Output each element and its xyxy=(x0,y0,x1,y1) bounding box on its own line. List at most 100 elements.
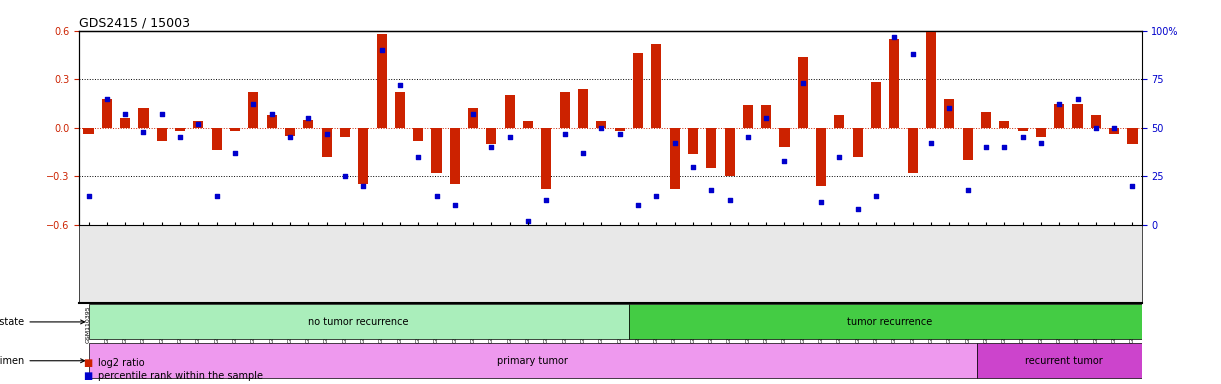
Point xyxy=(1050,101,1070,108)
Point xyxy=(98,96,117,102)
Bar xyxy=(742,105,753,128)
Point xyxy=(591,125,610,131)
Bar xyxy=(944,99,955,128)
Point xyxy=(134,129,154,135)
Point xyxy=(1067,96,1087,102)
Point xyxy=(940,105,960,111)
Text: log2 ratio: log2 ratio xyxy=(98,358,144,368)
Bar xyxy=(83,128,94,134)
Point xyxy=(243,101,264,108)
Bar xyxy=(999,121,1010,128)
Bar xyxy=(977,343,1151,378)
Bar xyxy=(761,105,772,128)
Bar xyxy=(101,99,112,128)
Bar xyxy=(1035,128,1046,137)
Point xyxy=(151,111,171,117)
Bar xyxy=(669,128,680,189)
Bar xyxy=(321,128,332,157)
Point xyxy=(280,134,300,141)
Text: GDS2415 / 15003: GDS2415 / 15003 xyxy=(79,17,190,30)
Bar xyxy=(230,128,241,131)
Bar xyxy=(211,128,222,151)
Bar xyxy=(175,128,186,131)
Point xyxy=(830,154,850,160)
Bar xyxy=(651,44,662,128)
Bar xyxy=(504,96,515,128)
Text: no tumor recurrence: no tumor recurrence xyxy=(309,317,409,327)
Point xyxy=(610,131,630,137)
Point xyxy=(664,140,684,146)
Bar xyxy=(394,92,405,128)
Point xyxy=(957,187,977,193)
Point xyxy=(389,82,409,88)
Bar xyxy=(358,128,369,184)
Point xyxy=(408,154,429,160)
Point xyxy=(427,193,447,199)
Point xyxy=(554,131,575,137)
Point xyxy=(206,193,227,199)
Bar xyxy=(852,128,863,157)
Bar xyxy=(266,115,277,128)
Text: tumor recurrence: tumor recurrence xyxy=(847,317,933,327)
Point xyxy=(371,47,391,53)
Point xyxy=(536,197,556,203)
Text: primary tumor: primary tumor xyxy=(497,356,568,366)
Bar xyxy=(1090,115,1101,128)
Bar xyxy=(303,120,314,128)
Point xyxy=(115,111,136,117)
Point xyxy=(78,193,99,199)
Point xyxy=(316,131,336,137)
Bar xyxy=(339,128,350,137)
Bar xyxy=(889,39,900,128)
Point xyxy=(884,33,904,40)
Bar xyxy=(156,128,167,141)
Bar xyxy=(596,121,607,128)
Point xyxy=(263,111,282,117)
Bar xyxy=(614,128,625,131)
Bar xyxy=(468,108,479,128)
Bar xyxy=(629,305,1151,339)
Point xyxy=(171,134,190,141)
Point xyxy=(904,51,923,57)
Bar xyxy=(797,56,808,128)
Bar xyxy=(1054,104,1065,128)
Bar xyxy=(138,108,149,128)
Point xyxy=(866,193,885,199)
Point xyxy=(737,134,757,141)
Point xyxy=(994,144,1013,150)
Bar xyxy=(834,115,845,128)
Point xyxy=(354,183,374,189)
Bar xyxy=(120,118,131,128)
Text: specimen: specimen xyxy=(0,356,84,366)
Point xyxy=(757,115,777,121)
Point xyxy=(444,202,464,209)
Point xyxy=(684,164,703,170)
Bar xyxy=(926,31,937,128)
Point xyxy=(774,158,794,164)
Bar xyxy=(871,83,882,128)
Point xyxy=(1104,125,1123,131)
Point xyxy=(628,202,647,209)
Point xyxy=(501,134,520,141)
Bar xyxy=(1127,128,1138,144)
Bar xyxy=(632,53,643,128)
Point xyxy=(719,197,739,203)
Point xyxy=(811,199,830,205)
Point xyxy=(225,150,244,156)
Point xyxy=(518,218,537,224)
Bar xyxy=(89,343,977,378)
Point xyxy=(921,140,940,146)
Point xyxy=(298,115,317,121)
Bar xyxy=(962,128,973,160)
Point xyxy=(574,150,593,156)
Bar xyxy=(706,128,717,168)
Text: percentile rank within the sample: percentile rank within the sample xyxy=(98,371,263,381)
Bar xyxy=(724,128,735,176)
Bar xyxy=(449,128,460,184)
Point xyxy=(481,144,502,150)
Point xyxy=(463,111,482,117)
Bar xyxy=(523,121,534,128)
Bar xyxy=(1017,128,1028,131)
Bar xyxy=(486,128,497,144)
Point xyxy=(1012,134,1032,141)
